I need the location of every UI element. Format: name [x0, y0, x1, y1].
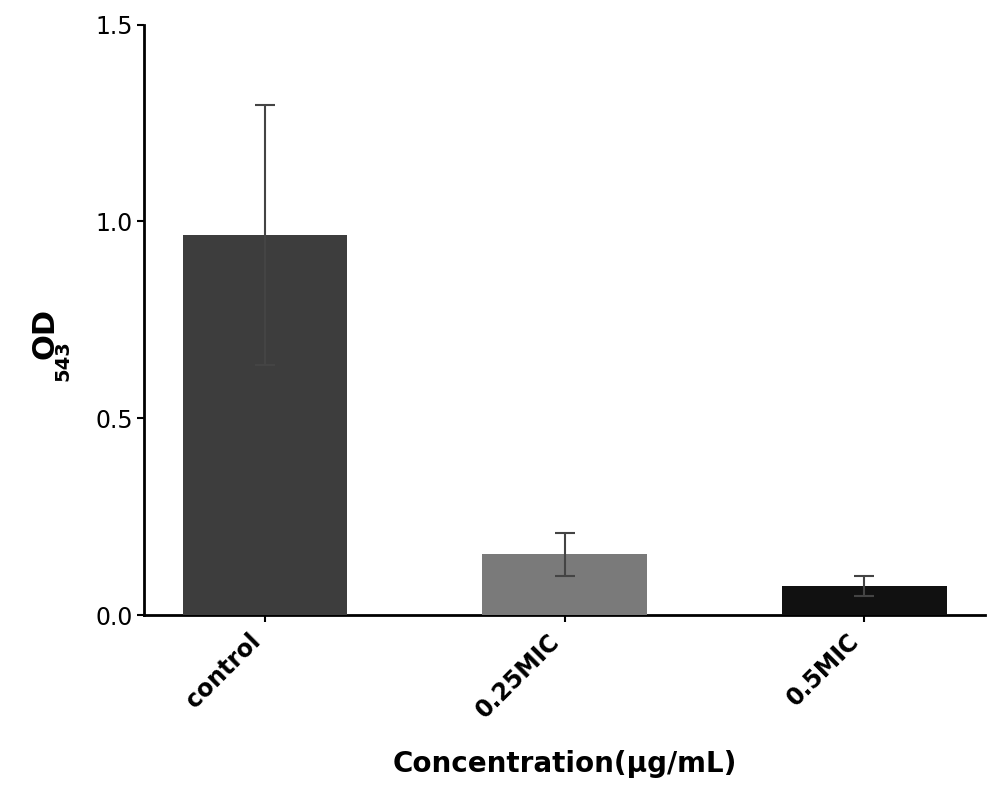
Text: 543: 543 [54, 340, 72, 381]
X-axis label: Concentration(μg/mL): Concentration(μg/mL) [393, 750, 737, 778]
Text: OD: OD [30, 308, 60, 358]
Bar [183, 236, 347, 615]
Bar [482, 554, 647, 615]
Bar [782, 586, 947, 615]
